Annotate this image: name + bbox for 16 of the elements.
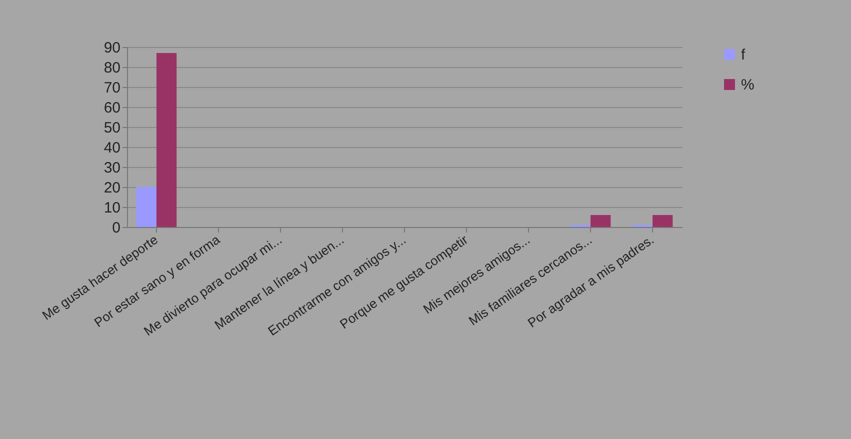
bar	[590, 215, 611, 227]
y-tick-label: 70	[104, 80, 120, 96]
legend-label: %	[741, 76, 754, 94]
bar	[652, 215, 673, 227]
y-tick-label: 80	[104, 60, 120, 76]
y-tick-label: 60	[104, 100, 120, 116]
bar	[156, 53, 177, 227]
y-tick-label: 50	[104, 120, 120, 136]
legend-label: f	[741, 46, 746, 64]
bar	[136, 187, 156, 227]
y-tick-label: 90	[104, 40, 120, 56]
y-tick-label: 40	[104, 140, 120, 156]
y-tick-label: 0	[112, 220, 120, 236]
y-tick-label: 20	[104, 180, 120, 196]
y-tick-label: 10	[104, 200, 120, 216]
y-tick-label: 30	[104, 160, 120, 176]
